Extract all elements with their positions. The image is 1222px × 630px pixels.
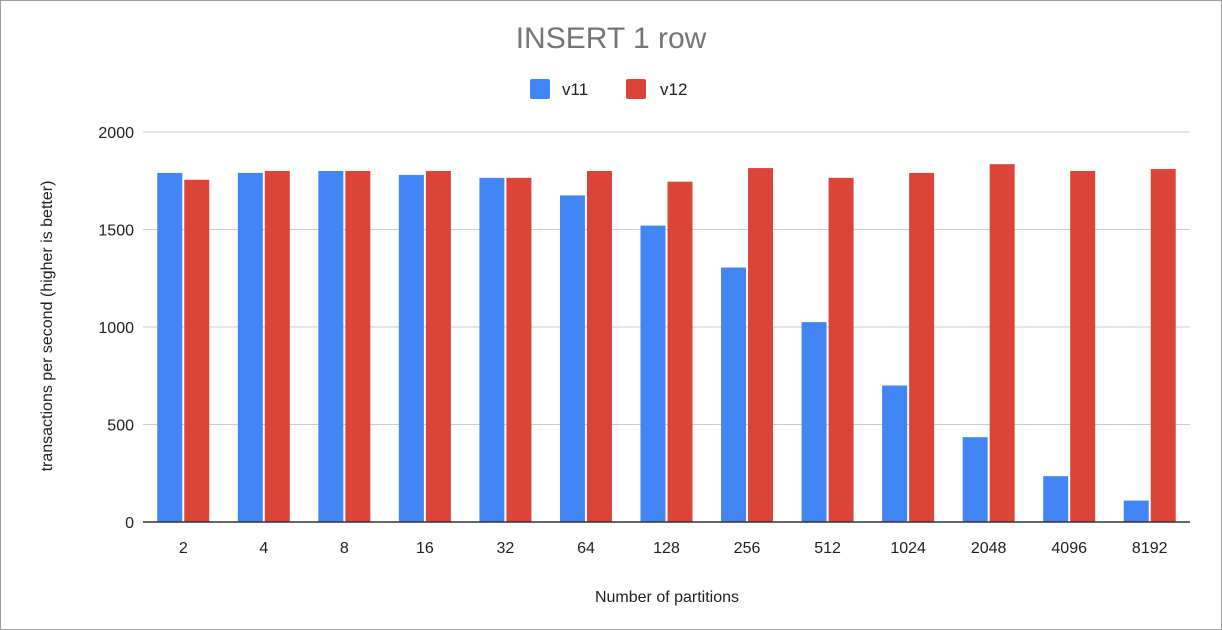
x-tick-label: 16 (416, 540, 434, 557)
x-tick-label: 8 (340, 540, 349, 557)
bar-v12-128 (667, 181, 693, 522)
x-axis-label: Number of partitions (595, 589, 739, 606)
x-tick-label: 4 (259, 540, 268, 557)
bar-v11-64 (559, 195, 585, 522)
bar-v11-512 (801, 322, 827, 522)
bar-v11-32 (479, 177, 505, 522)
x-tick-label: 128 (653, 540, 680, 557)
legend-label-v11: v11 (562, 80, 588, 99)
chart-title: INSERT 1 row (516, 22, 707, 55)
bar-v12-8 (345, 171, 371, 522)
bar-v11-128 (640, 225, 666, 522)
bar-v11-1024 (882, 385, 908, 522)
bar-v12-64 (586, 171, 612, 522)
x-tick-label: 1024 (890, 540, 926, 557)
bar-v12-8192 (1150, 169, 1176, 523)
y-tick-label: 1000 (98, 320, 134, 337)
bar-v12-4096 (1070, 171, 1096, 522)
bar-v12-4 (264, 171, 290, 522)
x-axis-ticks: 2 4 8 16 32 64 128 256 512 1024 2048 4096 8192 (179, 540, 1168, 557)
bar-v12-2048 (989, 164, 1015, 523)
y-axis-ticks: 0 500 1000 1500 2000 (98, 125, 134, 532)
bar-v12-32 (506, 177, 532, 522)
bars (157, 164, 1176, 523)
bar-v12-512 (828, 177, 854, 522)
y-axis-label: transactions per second (higher is bette… (39, 181, 56, 472)
gridlines (143, 131, 1190, 425)
x-tick-label: 64 (577, 540, 595, 557)
bar-v11-16 (398, 174, 424, 522)
bar-v12-1024 (909, 172, 935, 522)
x-tick-label: 2048 (971, 540, 1007, 557)
bar-v12-16 (425, 171, 451, 522)
y-tick-label: 0 (125, 515, 134, 532)
legend-swatch-v11 (530, 79, 550, 99)
y-tick-label: 500 (107, 418, 134, 435)
legend-label-v12: v12 (660, 80, 687, 99)
bar-v11-8192 (1123, 500, 1149, 522)
legend: v11 v12 (530, 79, 687, 99)
bar-v11-2 (157, 172, 183, 522)
bar-v12-2 (184, 179, 210, 522)
legend-swatch-v12 (626, 79, 646, 99)
bar-v11-4 (237, 172, 263, 522)
y-tick-label: 1500 (98, 223, 134, 240)
bar-v11-4096 (1043, 476, 1069, 522)
bar-v12-256 (748, 168, 774, 522)
bar-v11-256 (721, 267, 747, 522)
x-tick-label: 32 (497, 540, 515, 557)
bar-v11-8 (318, 171, 344, 522)
x-tick-label: 512 (814, 540, 841, 557)
x-tick-label: 2 (179, 540, 188, 557)
x-tick-label: 256 (734, 540, 761, 557)
x-tick-label: 4096 (1051, 540, 1087, 557)
x-tick-label: 8192 (1132, 540, 1168, 557)
y-tick-label: 2000 (98, 125, 134, 142)
bar-v11-2048 (962, 437, 988, 522)
